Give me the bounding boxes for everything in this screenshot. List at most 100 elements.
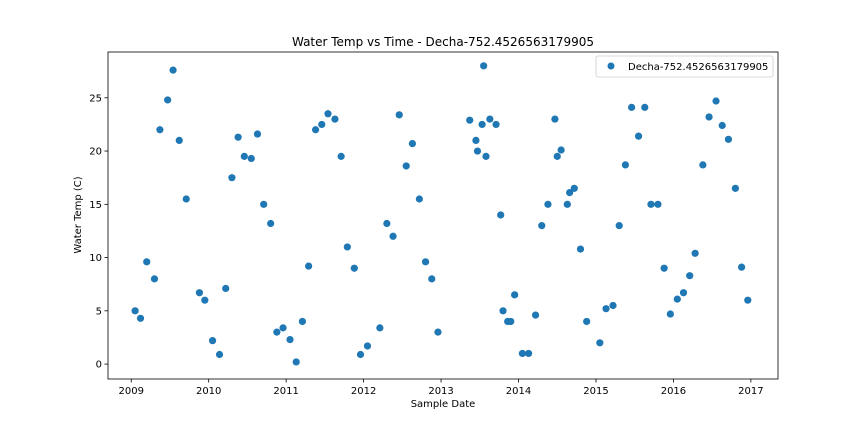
- x-tick-label: 2016: [661, 386, 686, 397]
- data-point: [596, 339, 604, 347]
- data-point: [402, 162, 410, 170]
- data-point: [486, 115, 494, 123]
- data-point: [286, 335, 294, 344]
- data-point: [234, 133, 242, 141]
- data-point: [538, 222, 546, 230]
- legend-marker: [607, 62, 615, 70]
- x-tick-label: 2017: [738, 386, 763, 397]
- x-tick-label: 2010: [196, 386, 221, 397]
- data-point: [686, 272, 694, 280]
- data-point: [343, 243, 351, 251]
- data-point: [131, 307, 139, 315]
- data-point: [615, 222, 623, 230]
- data-points: [131, 62, 752, 366]
- plot-frame: [107, 51, 779, 380]
- data-point: [712, 97, 720, 105]
- data-point: [292, 358, 300, 366]
- data-point: [524, 349, 533, 358]
- data-point: [570, 184, 578, 192]
- data-point: [337, 152, 345, 160]
- data-point: [273, 328, 281, 336]
- data-point: [298, 317, 307, 326]
- data-point: [136, 314, 145, 322]
- x-tick-label: 2009: [119, 386, 144, 397]
- data-point: [563, 200, 571, 208]
- data-point: [143, 258, 151, 266]
- legend: Decha-752.4526563179905: [595, 55, 774, 78]
- data-point: [679, 289, 688, 297]
- data-point: [356, 350, 365, 359]
- data-point: [415, 195, 423, 203]
- data-point: [705, 113, 713, 121]
- y-tick-label: 5: [96, 306, 102, 317]
- x-axis-label: Sample Date: [411, 399, 476, 410]
- x-tick-label: 2015: [583, 386, 608, 397]
- data-point: [421, 258, 430, 266]
- data-point: [602, 305, 610, 313]
- data-point: [169, 66, 177, 74]
- data-point: [260, 200, 268, 208]
- data-point: [576, 245, 585, 253]
- data-point: [511, 291, 519, 299]
- data-point: [376, 324, 384, 332]
- data-point: [492, 120, 500, 129]
- data-point: [699, 161, 707, 169]
- data-point: [240, 152, 248, 160]
- data-point: [691, 249, 699, 257]
- data-point: [253, 130, 262, 138]
- data-point: [738, 263, 746, 271]
- data-point: [215, 350, 224, 359]
- data-point: [473, 147, 482, 155]
- data-point: [583, 317, 591, 326]
- x-axis-ticks: 2009 2010 2011 2012 2013 2014 2015 2016 2017: [119, 379, 764, 397]
- data-point: [478, 120, 486, 129]
- data-point: [182, 195, 190, 203]
- x-tick-label: 2014: [506, 386, 531, 397]
- data-point: [408, 140, 416, 148]
- y-tick-label: 15: [89, 200, 102, 211]
- data-point: [331, 115, 339, 123]
- data-point: [472, 136, 480, 145]
- data-point: [673, 295, 681, 303]
- data-point: [324, 110, 332, 118]
- data-point: [654, 200, 662, 208]
- y-tick-label: 10: [89, 253, 102, 264]
- data-point: [222, 284, 230, 293]
- data-point: [395, 111, 403, 119]
- x-tick-label: 2012: [351, 386, 376, 397]
- data-point: [628, 103, 636, 111]
- data-point: [480, 62, 488, 70]
- data-point: [311, 126, 320, 134]
- y-tick-label: 20: [89, 147, 102, 158]
- data-point: [150, 275, 159, 283]
- x-tick-label: 2013: [428, 386, 453, 397]
- data-point: [279, 324, 287, 332]
- data-point: [724, 135, 733, 143]
- data-point: [518, 349, 526, 358]
- data-point: [497, 211, 505, 219]
- data-point: [553, 152, 561, 160]
- data-point: [428, 275, 436, 283]
- data-point: [744, 296, 752, 304]
- data-point: [647, 200, 655, 208]
- data-point: [482, 152, 490, 160]
- data-point: [551, 115, 559, 123]
- data-point: [247, 154, 255, 163]
- data-point: [621, 161, 630, 169]
- data-point: [660, 264, 668, 272]
- data-point: [208, 337, 217, 345]
- data-point: [164, 96, 172, 104]
- data-point: [531, 311, 540, 319]
- data-point: [466, 116, 474, 124]
- data-point: [195, 289, 203, 297]
- data-point: [609, 301, 617, 310]
- data-point: [201, 296, 209, 304]
- y-axis-label: Water Temp (C): [73, 176, 84, 253]
- data-point: [641, 103, 649, 111]
- data-point: [228, 174, 236, 182]
- data-point: [666, 310, 674, 318]
- x-tick-label: 2011: [273, 386, 298, 397]
- data-point: [383, 219, 391, 228]
- legend-box: [595, 55, 774, 78]
